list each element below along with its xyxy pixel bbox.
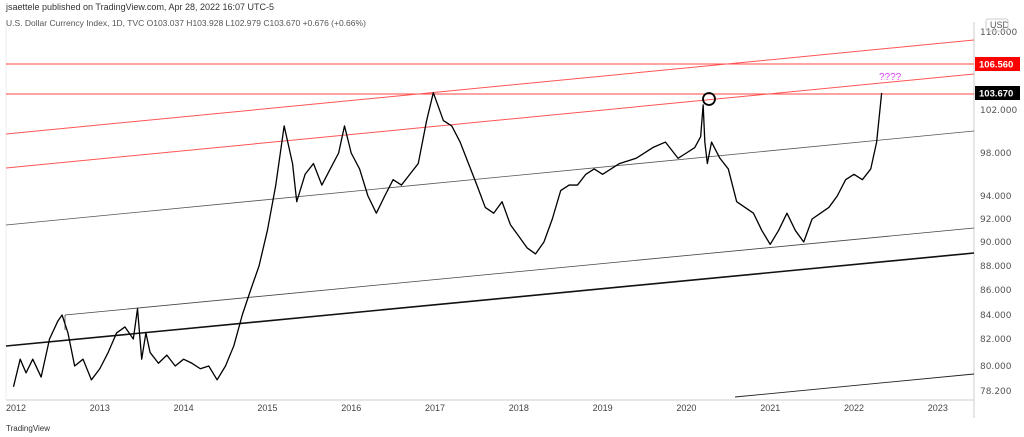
price-label-box — [975, 57, 1020, 71]
x-tick-label: 2023 — [928, 403, 948, 413]
y-tick-label: 84.000 — [980, 311, 1012, 321]
x-tick-label: 2013 — [90, 403, 110, 413]
x-tick-label: 2018 — [509, 403, 529, 413]
x-tick-label: 2022 — [844, 403, 864, 413]
y-tick-label: 82.000 — [980, 335, 1012, 345]
y-tick-label: 92.000 — [980, 215, 1012, 225]
symbol-legend: U.S. Dollar Currency Index, 1D, TVC O103… — [6, 18, 366, 28]
black-trendline-middle — [64, 227, 975, 316]
y-tick-label: 90.000 — [980, 238, 1012, 248]
currency-label: USD — [990, 20, 1010, 30]
price-series-line — [12, 92, 883, 387]
red-channel-upper — [5, 39, 975, 135]
black-trendline-bottom — [734, 373, 975, 398]
y-tick-label: 86.000 — [980, 286, 1012, 296]
x-tick-label: 2014 — [174, 403, 194, 413]
black-trendline-upper — [5, 130, 975, 226]
tradingview-logo: TradingView — [6, 424, 51, 433]
x-tick-label: 2019 — [593, 403, 613, 413]
currency-box — [985, 18, 1009, 32]
y-tick-label: 110.000 — [980, 28, 1017, 38]
y-tick-label: 80.000 — [980, 362, 1012, 372]
y-tick-label: 88.000 — [980, 262, 1012, 272]
x-tick-label: 2015 — [257, 403, 277, 413]
price-label: 106.560 — [979, 60, 1013, 71]
red-channel-lower — [5, 73, 975, 169]
highlight-circle — [702, 92, 716, 106]
y-tick-label: 78.200 — [980, 387, 1012, 397]
y-tick-label: 102.000 — [980, 106, 1017, 116]
x-tick-label: 2021 — [760, 403, 780, 413]
y-tick-label: 98.000 — [980, 149, 1012, 159]
black-trendline-thick — [5, 252, 975, 347]
annotation-text: ???? — [879, 72, 902, 83]
y-tick-label: 94.000 — [980, 192, 1012, 202]
x-tick-label: 2012 — [6, 403, 26, 413]
price-label-box — [975, 86, 1020, 100]
x-tick-label: 2020 — [676, 403, 696, 413]
publisher-line: jsaettele published on TradingView.com, … — [6, 2, 275, 12]
x-tick-label: 2017 — [425, 403, 445, 413]
price-label: 103.670 — [979, 89, 1013, 100]
x-tick-label: 2016 — [341, 403, 361, 413]
